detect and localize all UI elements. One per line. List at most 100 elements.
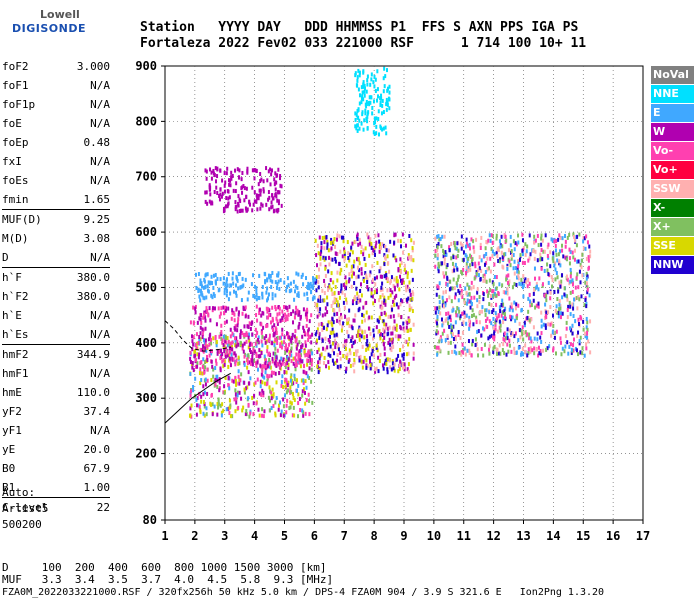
data-point [204, 359, 207, 364]
data-point [552, 313, 555, 318]
data-point [380, 93, 383, 98]
data-point [472, 285, 475, 290]
data-point [585, 316, 588, 321]
data-point [250, 282, 253, 287]
data-point [392, 344, 395, 349]
data-point [474, 337, 477, 342]
data-point [230, 316, 233, 321]
data-point [399, 302, 402, 307]
data-point [336, 311, 339, 316]
data-point [274, 371, 277, 376]
data-point [483, 273, 486, 278]
data-point [267, 352, 270, 357]
data-point [218, 386, 221, 391]
data-point [245, 208, 248, 213]
data-point [348, 308, 351, 313]
data-point [278, 364, 281, 369]
data-point [198, 294, 201, 299]
data-point [321, 338, 324, 343]
data-point [274, 293, 277, 298]
data-point [317, 360, 320, 365]
data-point [319, 360, 322, 365]
data-point [439, 311, 442, 316]
header-row-2: Fortaleza 2022 Fev02 033 221000 RSF 1 71… [140, 36, 587, 51]
auto-code: 500200 [2, 518, 42, 531]
data-point [584, 331, 587, 336]
data-point [284, 362, 287, 367]
data-point [243, 324, 246, 329]
data-point [306, 352, 309, 357]
data-point [189, 413, 192, 418]
data-point [356, 291, 359, 296]
data-point [287, 388, 290, 393]
data-point [246, 385, 249, 390]
data-point [340, 283, 343, 288]
data-point [357, 242, 360, 247]
data-point [461, 294, 464, 299]
data-point [553, 263, 556, 268]
data-point [282, 357, 285, 362]
data-point [457, 332, 460, 337]
data-point [400, 315, 403, 320]
data-point [299, 364, 302, 369]
data-point [557, 310, 560, 315]
data-point [499, 351, 502, 356]
data-point [500, 302, 503, 307]
data-point [331, 327, 334, 332]
data-point [522, 337, 525, 342]
data-point [316, 364, 319, 369]
data-point [449, 340, 452, 345]
data-point [314, 277, 317, 282]
data-point [262, 311, 265, 316]
data-point [201, 284, 204, 289]
data-point [539, 348, 542, 353]
parameter-row: MUF(D) 9.25 [2, 213, 110, 232]
data-point [295, 360, 298, 365]
data-point [303, 364, 306, 369]
data-point [351, 335, 354, 340]
data-point [285, 378, 288, 383]
data-point [303, 349, 306, 354]
data-point [502, 320, 505, 325]
data-point [511, 285, 514, 290]
data-point [491, 310, 494, 315]
data-point [262, 414, 265, 419]
data-point [355, 352, 358, 357]
data-point [407, 296, 410, 301]
data-point [285, 314, 288, 319]
data-point [362, 276, 365, 281]
parameter-value: 1.00 [83, 481, 111, 494]
data-point [201, 335, 204, 340]
data-point [445, 252, 448, 257]
data-point [310, 379, 313, 384]
data-point [445, 282, 448, 287]
data-point [362, 82, 365, 87]
data-point [481, 326, 484, 331]
data-point [549, 264, 552, 269]
data-point [369, 82, 372, 87]
data-point [291, 413, 294, 418]
data-point [264, 340, 267, 345]
data-point [454, 246, 457, 251]
data-point [302, 387, 305, 392]
data-point [306, 297, 309, 302]
data-point [496, 316, 499, 321]
data-point [264, 363, 267, 368]
data-point [261, 413, 264, 418]
data-point [204, 284, 207, 289]
data-point [336, 252, 339, 257]
data-point [513, 259, 516, 264]
data-point [454, 295, 457, 300]
data-point [285, 370, 288, 375]
data-point [275, 338, 278, 343]
data-point [559, 340, 562, 345]
data-point [363, 89, 366, 94]
data-point [253, 190, 256, 195]
data-point [225, 293, 228, 298]
data-point [269, 389, 272, 394]
data-point [400, 298, 403, 303]
data-point [251, 320, 254, 325]
data-point [582, 246, 585, 251]
data-point [451, 349, 454, 354]
data-point [551, 238, 554, 243]
